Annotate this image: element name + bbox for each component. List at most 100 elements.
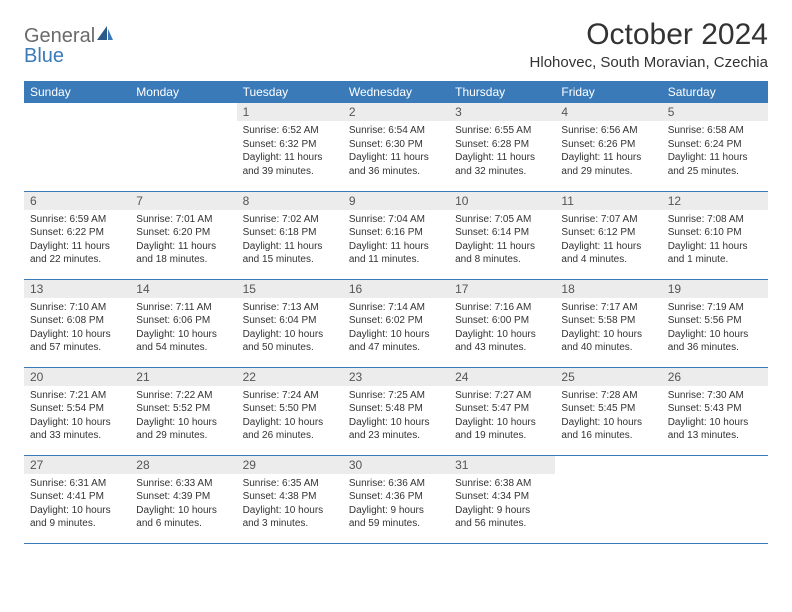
day-details: Sunrise: 6:56 AMSunset: 6:26 PMDaylight:… [555,121,661,182]
day-number: 15 [237,280,343,298]
daylight-text: Daylight: 10 hours and 16 minutes. [561,416,655,443]
day-details: Sunrise: 7:28 AMSunset: 5:45 PMDaylight:… [555,386,661,447]
daylight-text: Daylight: 10 hours and 19 minutes. [455,416,549,443]
calendar-day: 29Sunrise: 6:35 AMSunset: 4:38 PMDayligh… [237,455,343,543]
header: General Blue October 2024 Hlohovec, Sout… [24,18,768,71]
calendar-week: 1Sunrise: 6:52 AMSunset: 6:32 PMDaylight… [24,103,768,191]
calendar-day: 21Sunrise: 7:22 AMSunset: 5:52 PMDayligh… [130,367,236,455]
calendar-day [555,455,661,543]
calendar-week: 27Sunrise: 6:31 AMSunset: 4:41 PMDayligh… [24,455,768,543]
daylight-text: Daylight: 9 hours and 56 minutes. [455,504,549,531]
day-number: 27 [24,456,130,474]
sunrise-text: Sunrise: 6:52 AM [243,124,337,138]
day-number: 26 [662,368,768,386]
sunset-text: Sunset: 4:34 PM [455,490,549,504]
daylight-text: Daylight: 11 hours and 25 minutes. [668,151,762,178]
sunrise-text: Sunrise: 7:11 AM [136,301,230,315]
day-number: 12 [662,192,768,210]
calendar-day: 23Sunrise: 7:25 AMSunset: 5:48 PMDayligh… [343,367,449,455]
day-number: 5 [662,103,768,121]
day-number: 19 [662,280,768,298]
weekday-header: Saturday [662,81,768,103]
day-details: Sunrise: 7:19 AMSunset: 5:56 PMDaylight:… [662,298,768,359]
sunset-text: Sunset: 4:38 PM [243,490,337,504]
calendar-day: 27Sunrise: 6:31 AMSunset: 4:41 PMDayligh… [24,455,130,543]
logo-word-1: General [24,25,95,47]
sunset-text: Sunset: 5:45 PM [561,402,655,416]
page-title: October 2024 [530,18,768,52]
calendar-day: 6Sunrise: 6:59 AMSunset: 6:22 PMDaylight… [24,191,130,279]
daylight-text: Daylight: 11 hours and 4 minutes. [561,240,655,267]
daylight-text: Daylight: 10 hours and 57 minutes. [30,328,124,355]
calendar-day: 17Sunrise: 7:16 AMSunset: 6:00 PMDayligh… [449,279,555,367]
day-number: 1 [237,103,343,121]
day-details: Sunrise: 7:27 AMSunset: 5:47 PMDaylight:… [449,386,555,447]
sunset-text: Sunset: 6:30 PM [349,138,443,152]
sunrise-text: Sunrise: 7:05 AM [455,213,549,227]
sunrise-text: Sunrise: 7:24 AM [243,389,337,403]
sunset-text: Sunset: 6:28 PM [455,138,549,152]
daylight-text: Daylight: 10 hours and 36 minutes. [668,328,762,355]
day-number: 18 [555,280,661,298]
day-details: Sunrise: 6:31 AMSunset: 4:41 PMDaylight:… [24,474,130,535]
calendar-day: 26Sunrise: 7:30 AMSunset: 5:43 PMDayligh… [662,367,768,455]
calendar-day: 25Sunrise: 7:28 AMSunset: 5:45 PMDayligh… [555,367,661,455]
sunset-text: Sunset: 5:52 PM [136,402,230,416]
sunrise-text: Sunrise: 7:14 AM [349,301,443,315]
sunset-text: Sunset: 6:00 PM [455,314,549,328]
calendar-day: 24Sunrise: 7:27 AMSunset: 5:47 PMDayligh… [449,367,555,455]
sunrise-text: Sunrise: 6:55 AM [455,124,549,138]
day-details: Sunrise: 7:07 AMSunset: 6:12 PMDaylight:… [555,210,661,271]
sunset-text: Sunset: 5:56 PM [668,314,762,328]
daylight-text: Daylight: 11 hours and 22 minutes. [30,240,124,267]
calendar-day: 7Sunrise: 7:01 AMSunset: 6:20 PMDaylight… [130,191,236,279]
sunrise-text: Sunrise: 6:38 AM [455,477,549,491]
day-details: Sunrise: 7:10 AMSunset: 6:08 PMDaylight:… [24,298,130,359]
calendar-day: 22Sunrise: 7:24 AMSunset: 5:50 PMDayligh… [237,367,343,455]
sunset-text: Sunset: 6:10 PM [668,226,762,240]
daylight-text: Daylight: 10 hours and 26 minutes. [243,416,337,443]
weekday-header: Wednesday [343,81,449,103]
sunset-text: Sunset: 6:06 PM [136,314,230,328]
logo-sail-icon [95,24,115,42]
day-number: 7 [130,192,236,210]
sunset-text: Sunset: 6:26 PM [561,138,655,152]
sunrise-text: Sunrise: 7:01 AM [136,213,230,227]
calendar-table: SundayMondayTuesdayWednesdayThursdayFrid… [24,81,768,544]
day-details: Sunrise: 7:16 AMSunset: 6:00 PMDaylight:… [449,298,555,359]
sunset-text: Sunset: 4:39 PM [136,490,230,504]
calendar-day: 30Sunrise: 6:36 AMSunset: 4:36 PMDayligh… [343,455,449,543]
day-details: Sunrise: 7:30 AMSunset: 5:43 PMDaylight:… [662,386,768,447]
day-details: Sunrise: 7:01 AMSunset: 6:20 PMDaylight:… [130,210,236,271]
day-details: Sunrise: 7:25 AMSunset: 5:48 PMDaylight:… [343,386,449,447]
sunset-text: Sunset: 5:47 PM [455,402,549,416]
weekday-header: Tuesday [237,81,343,103]
calendar-day: 13Sunrise: 7:10 AMSunset: 6:08 PMDayligh… [24,279,130,367]
day-details: Sunrise: 6:58 AMSunset: 6:24 PMDaylight:… [662,121,768,182]
calendar-day: 4Sunrise: 6:56 AMSunset: 6:26 PMDaylight… [555,103,661,191]
calendar-day: 10Sunrise: 7:05 AMSunset: 6:14 PMDayligh… [449,191,555,279]
daylight-text: Daylight: 10 hours and 50 minutes. [243,328,337,355]
daylight-text: Daylight: 10 hours and 47 minutes. [349,328,443,355]
sunset-text: Sunset: 6:20 PM [136,226,230,240]
weekday-header: Friday [555,81,661,103]
day-number: 22 [237,368,343,386]
day-details: Sunrise: 7:24 AMSunset: 5:50 PMDaylight:… [237,386,343,447]
sunset-text: Sunset: 6:14 PM [455,226,549,240]
calendar-week: 20Sunrise: 7:21 AMSunset: 5:54 PMDayligh… [24,367,768,455]
calendar-day: 11Sunrise: 7:07 AMSunset: 6:12 PMDayligh… [555,191,661,279]
daylight-text: Daylight: 10 hours and 6 minutes. [136,504,230,531]
location: Hlohovec, South Moravian, Czechia [530,54,768,71]
daylight-text: Daylight: 11 hours and 11 minutes. [349,240,443,267]
weekday-header: Thursday [449,81,555,103]
sunrise-text: Sunrise: 6:59 AM [30,213,124,227]
day-number: 20 [24,368,130,386]
sunset-text: Sunset: 6:16 PM [349,226,443,240]
sunrise-text: Sunrise: 7:04 AM [349,213,443,227]
day-number: 29 [237,456,343,474]
sunrise-text: Sunrise: 6:58 AM [668,124,762,138]
calendar-day: 14Sunrise: 7:11 AMSunset: 6:06 PMDayligh… [130,279,236,367]
calendar-day: 15Sunrise: 7:13 AMSunset: 6:04 PMDayligh… [237,279,343,367]
day-details: Sunrise: 6:33 AMSunset: 4:39 PMDaylight:… [130,474,236,535]
sunrise-text: Sunrise: 7:30 AM [668,389,762,403]
